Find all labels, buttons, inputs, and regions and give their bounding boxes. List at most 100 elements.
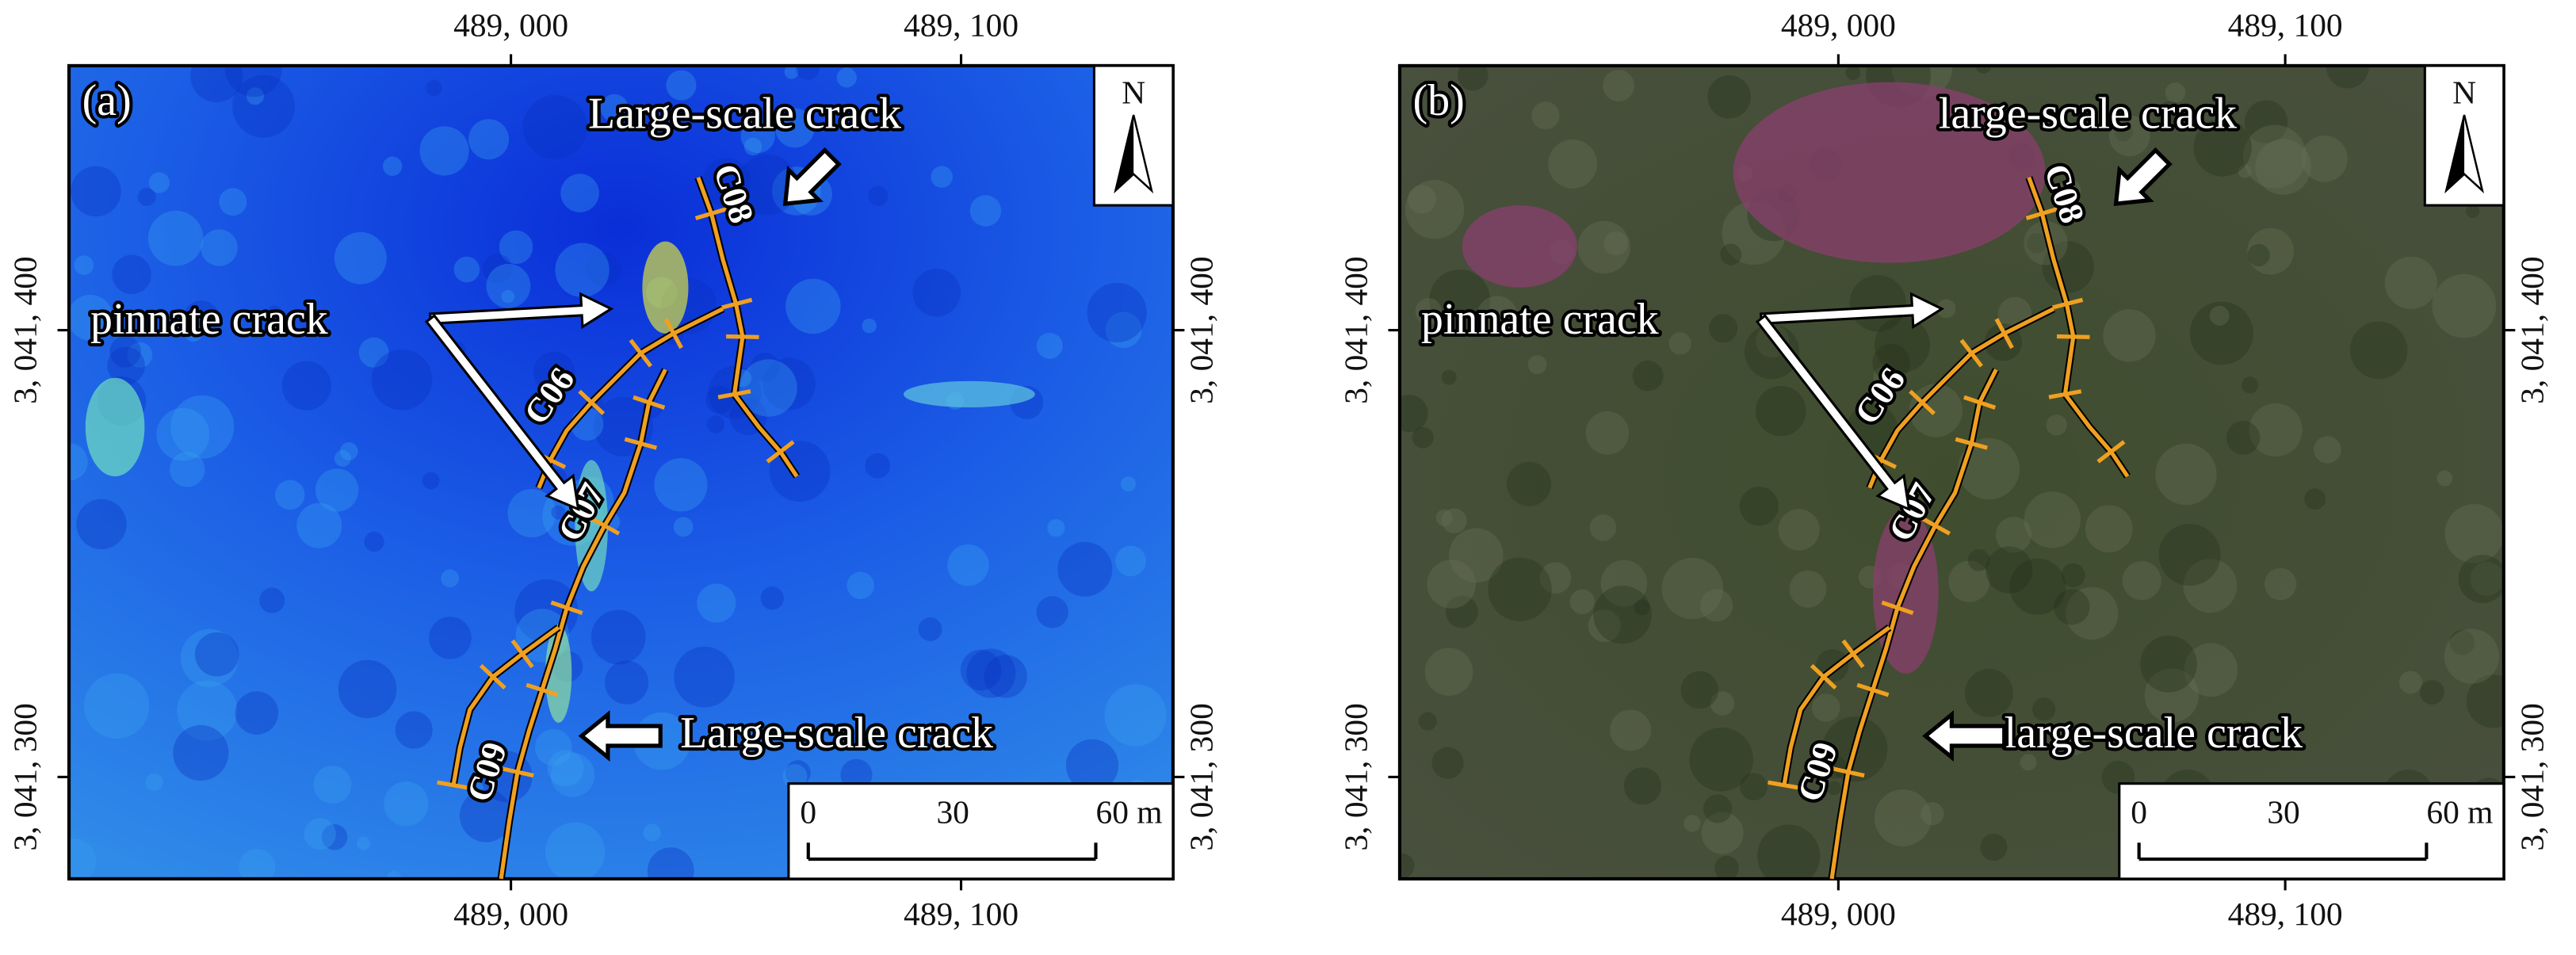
panel-frame — [1397, 63, 2505, 881]
pointer-arrow-shape — [429, 292, 614, 330]
texture — [364, 531, 384, 552]
texture — [1036, 332, 1063, 359]
texture — [69, 838, 97, 879]
scale-label: 0 — [800, 793, 816, 830]
texture — [2115, 123, 2133, 142]
texture — [1412, 426, 1434, 449]
texture — [1700, 589, 1733, 622]
texture — [1415, 298, 1442, 325]
texture — [2238, 164, 2252, 178]
texture — [865, 453, 891, 479]
texture — [147, 210, 204, 266]
crack-line — [537, 307, 724, 489]
crack-tick — [694, 207, 728, 220]
crack-tick — [479, 663, 506, 690]
texture — [1065, 739, 1119, 792]
texture — [550, 753, 595, 797]
texture — [1585, 411, 1630, 455]
crack-tick — [2050, 297, 2084, 311]
texture — [2031, 697, 2056, 721]
panel-image — [1399, 65, 2504, 879]
texture — [1623, 767, 1661, 805]
annotation: pinnate crack — [90, 295, 328, 344]
crack-line — [451, 625, 560, 786]
texture — [71, 166, 121, 217]
pointer-arrow — [429, 292, 614, 330]
texture — [796, 65, 820, 80]
texture — [740, 359, 797, 417]
texture — [2301, 136, 2348, 182]
hollow-arrow — [1922, 710, 2007, 762]
crack-tick — [1959, 338, 1983, 368]
texture — [107, 346, 145, 385]
texture — [1441, 508, 1467, 534]
texture — [1457, 65, 1489, 91]
crack-tick — [510, 639, 534, 669]
texture — [1714, 855, 1739, 879]
texture — [382, 156, 403, 176]
texture — [1445, 595, 1478, 628]
crack-tick — [1963, 395, 1997, 410]
texture — [1427, 560, 1476, 609]
texture — [184, 323, 203, 342]
texture — [2264, 567, 2297, 601]
texture — [1680, 670, 1719, 709]
texture — [334, 449, 351, 467]
texture — [2209, 305, 2230, 326]
texture — [1548, 139, 1598, 189]
texture — [1408, 185, 1436, 214]
highlight — [903, 380, 1035, 408]
texture — [177, 680, 238, 741]
texture — [2157, 101, 2183, 127]
highlight — [85, 377, 145, 477]
texture — [2046, 414, 2067, 436]
texture — [2193, 118, 2252, 177]
texture — [1424, 647, 1473, 696]
highlight — [575, 460, 608, 592]
texture — [259, 587, 285, 613]
texture — [2066, 586, 2119, 640]
texture — [1710, 691, 1735, 716]
crack-tick — [550, 600, 583, 616]
texture — [560, 174, 599, 212]
crack-tick — [1920, 515, 1951, 536]
texture — [1632, 360, 1664, 392]
texture — [1827, 781, 1841, 796]
texture — [2155, 443, 2217, 506]
crack-tick — [578, 389, 606, 415]
texture — [1995, 517, 2032, 553]
texture — [201, 229, 238, 266]
texture — [1399, 395, 1428, 433]
crack-tick — [2056, 334, 2090, 339]
texture — [647, 847, 694, 879]
texture — [555, 243, 610, 297]
texture — [1577, 220, 1630, 274]
texture — [1634, 599, 1650, 616]
texture — [1668, 332, 1691, 355]
texture — [2144, 668, 2200, 723]
texture — [868, 185, 889, 206]
crack-tick — [719, 297, 753, 311]
texture — [590, 609, 646, 665]
texture — [931, 166, 953, 188]
texture — [219, 188, 247, 216]
texture — [2054, 589, 2090, 625]
texture — [918, 617, 942, 641]
pointer-arrow — [424, 314, 580, 512]
texture — [281, 361, 331, 411]
texture — [2140, 635, 2197, 693]
north-label: N — [2452, 74, 2476, 111]
texture — [1399, 853, 1415, 878]
texture — [109, 336, 141, 368]
texture — [600, 94, 629, 122]
crack-tick — [629, 338, 653, 368]
crack-tick — [624, 437, 658, 450]
texture — [2398, 670, 2422, 694]
texture — [547, 750, 584, 787]
texture — [387, 870, 401, 879]
texture — [2024, 491, 2081, 548]
texture — [1488, 557, 1552, 621]
texture — [127, 342, 153, 368]
